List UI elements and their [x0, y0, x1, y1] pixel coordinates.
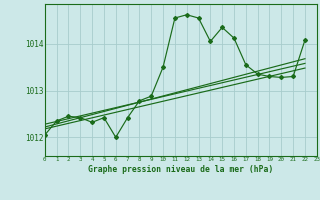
- X-axis label: Graphe pression niveau de la mer (hPa): Graphe pression niveau de la mer (hPa): [88, 165, 273, 174]
